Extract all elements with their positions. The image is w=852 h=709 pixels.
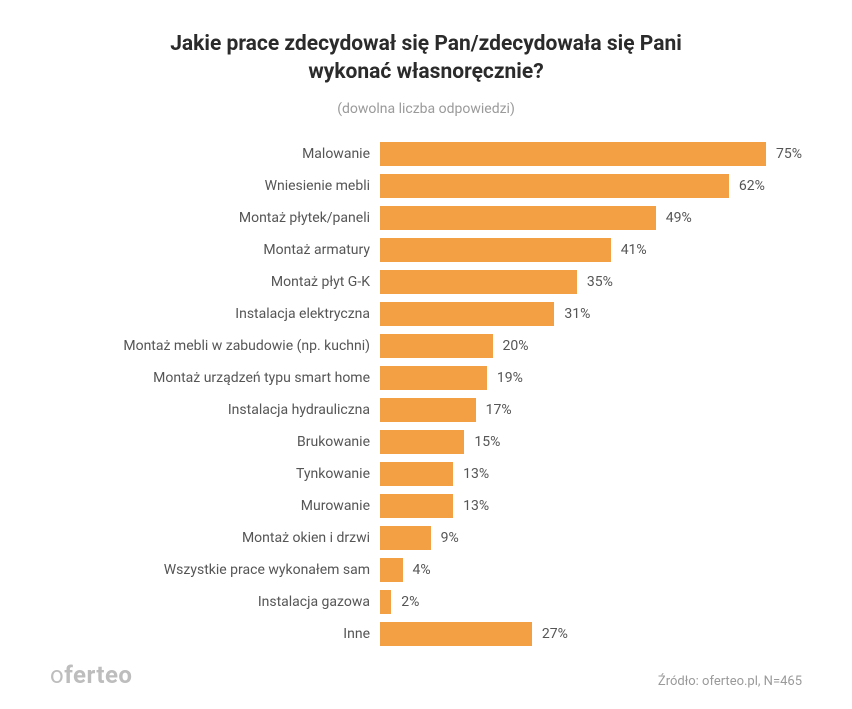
bar-value: 4% — [403, 562, 431, 578]
chart-row: Montaż okien i drzwi 9% — [50, 523, 802, 553]
oferteo-logo: oferteo — [50, 661, 132, 689]
bar-area: 49% — [380, 206, 802, 230]
bar — [380, 526, 431, 550]
bar — [380, 174, 729, 198]
chart-row: Instalacja elektryczna 31% — [50, 299, 802, 329]
bar — [380, 398, 476, 422]
bar — [380, 590, 391, 614]
bar-chart: Malowanie 75% Wniesienie mebli 62% Montaż pł… — [50, 139, 802, 649]
bar-value: 62% — [729, 178, 765, 194]
bar-label: Malowanie — [50, 146, 380, 162]
chart-row: Montaż płytek/paneli 49% — [50, 203, 802, 233]
bar-label: Inne — [50, 626, 380, 642]
bar-value: 2% — [391, 594, 419, 610]
chart-row: Wniesienie mebli 62% — [50, 171, 802, 201]
bar-value: 27% — [532, 626, 568, 642]
bar-area: 13% — [380, 462, 802, 486]
bar-area: 62% — [380, 174, 802, 198]
chart-row: Wszystkie prace wykonałem sam 4% — [50, 555, 802, 585]
bar-area: 20% — [380, 334, 802, 358]
bar — [380, 430, 464, 454]
bar-value: 41% — [611, 242, 647, 258]
bar-value: 15% — [464, 434, 500, 450]
bar-value: 31% — [554, 306, 590, 322]
bar-value: 20% — [493, 338, 529, 354]
bar-label: Instalacja gazowa — [50, 594, 380, 610]
chart-row: Brukowanie 15% — [50, 427, 802, 457]
bar — [380, 366, 487, 390]
bar-label: Montaż płyt G-K — [50, 274, 380, 290]
chart-row: Montaż armatury 41% — [50, 235, 802, 265]
bar-label: Montaż armatury — [50, 242, 380, 258]
chart-row: Inne 27% — [50, 619, 802, 649]
bar-value: 13% — [453, 466, 489, 482]
bar — [380, 238, 611, 262]
bar-label: Tynkowanie — [50, 466, 380, 482]
source-text: Źródło: oferteo.pl, N=465 — [658, 674, 802, 689]
bar — [380, 558, 403, 582]
bar — [380, 494, 453, 518]
bar — [380, 142, 766, 166]
bar-area: 13% — [380, 494, 802, 518]
bar-area: 75% — [380, 142, 802, 166]
bar-value: 75% — [766, 146, 802, 162]
chart-row: Instalacja gazowa 2% — [50, 587, 802, 617]
bar-area: 2% — [380, 590, 802, 614]
bar-value: 19% — [487, 370, 523, 386]
chart-row: Instalacja hydrauliczna 17% — [50, 395, 802, 425]
bar-area: 17% — [380, 398, 802, 422]
bar — [380, 622, 532, 646]
bar — [380, 270, 577, 294]
bar-area: 15% — [380, 430, 802, 454]
bar-label: Montaż okien i drzwi — [50, 530, 380, 546]
chart-footer: oferteo Źródło: oferteo.pl, N=465 — [50, 661, 802, 689]
chart-subtitle: (dowolna liczba odpowiedzi) — [50, 101, 802, 117]
bar-value: 9% — [431, 530, 459, 546]
bar-label: Wniesienie mebli — [50, 178, 380, 194]
chart-title: Jakie prace zdecydował się Pan/zdecydowa… — [50, 30, 802, 87]
title-line-2: wykonać własnoręcznie? — [308, 60, 543, 84]
bar-value: 13% — [453, 498, 489, 514]
bar-value: 35% — [577, 274, 613, 290]
bar — [380, 334, 493, 358]
chart-row: Malowanie 75% — [50, 139, 802, 169]
bar-area: 9% — [380, 526, 802, 550]
bar-label: Wszystkie prace wykonałem sam — [50, 562, 380, 578]
bar-value: 17% — [476, 402, 512, 418]
bar — [380, 206, 656, 230]
bar-area: 31% — [380, 302, 802, 326]
bar-label: Montaż płytek/paneli — [50, 210, 380, 226]
logo-part-2: ferteo — [64, 661, 132, 689]
bar — [380, 462, 453, 486]
bar-label: Brukowanie — [50, 434, 380, 450]
bar-area: 4% — [380, 558, 802, 582]
title-line-1: Jakie prace zdecydował się Pan/zdecydowa… — [170, 32, 682, 56]
chart-row: Murowanie 13% — [50, 491, 802, 521]
chart-row: Montaż płyt G-K 35% — [50, 267, 802, 297]
chart-row: Tynkowanie 13% — [50, 459, 802, 489]
bar — [380, 302, 554, 326]
bar-area: 35% — [380, 270, 802, 294]
bar-area: 41% — [380, 238, 802, 262]
chart-row: Montaż mebli w zabudowie (np. kuchni) 20% — [50, 331, 802, 361]
bar-area: 19% — [380, 366, 802, 390]
bar-label: Murowanie — [50, 498, 380, 514]
bar-label: Instalacja elektryczna — [50, 306, 380, 322]
chart-row: Montaż urządzeń typu smart home 19% — [50, 363, 802, 393]
bar-label: Montaż mebli w zabudowie (np. kuchni) — [50, 338, 380, 354]
bar-label: Instalacja hydrauliczna — [50, 402, 380, 418]
logo-part-1: o — [50, 661, 64, 689]
bar-area: 27% — [380, 622, 802, 646]
bar-value: 49% — [656, 210, 692, 226]
bar-label: Montaż urządzeń typu smart home — [50, 370, 380, 386]
